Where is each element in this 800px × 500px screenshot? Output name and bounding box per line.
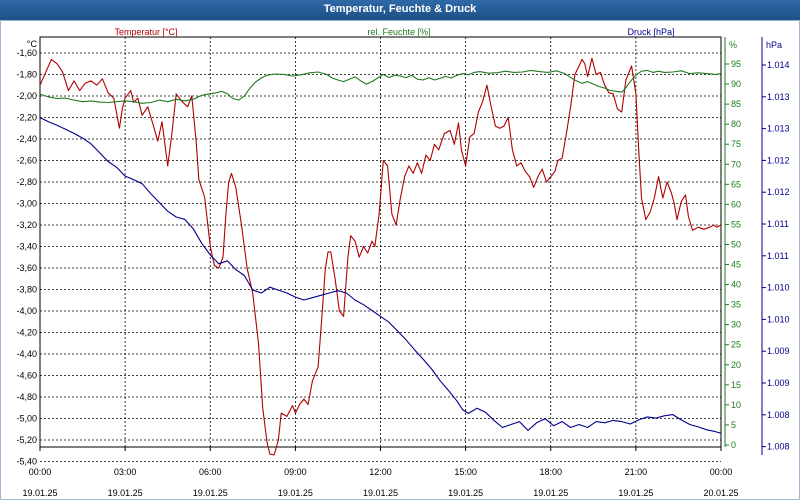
x-tick-time: 15:00	[454, 467, 477, 477]
temp-unit-label: °C	[27, 39, 38, 49]
pressure-tick-label: 1.012	[767, 187, 790, 197]
x-tick-time: 00:00	[710, 467, 733, 477]
x-tick-date: 19.01.25	[108, 488, 143, 498]
pressure-tick-label: 1.011	[767, 219, 789, 229]
humidity-tick-label: 55	[731, 219, 741, 229]
humidity-tick-label: 45	[731, 260, 741, 270]
temp-tick-label: -3,00	[16, 199, 37, 209]
x-tick-time: 09:00	[284, 467, 307, 477]
x-tick-date: 19.01.25	[278, 488, 313, 498]
x-tick-time: 21:00	[625, 467, 648, 477]
pressure-tick-label: 1.014	[767, 60, 790, 70]
humidity-unit-label: %	[729, 40, 737, 50]
temp-tick-label: -3,60	[16, 263, 37, 273]
humidity-tick-label: 90	[731, 79, 741, 89]
temp-tick-label: -4,60	[16, 371, 37, 381]
pressure-tick-label: 1.008	[767, 442, 790, 452]
humidity-tick-label: 50	[731, 239, 741, 249]
humidity-tick-label: 5	[731, 420, 736, 430]
series-line-temperature	[39, 57, 722, 456]
x-tick-date: 19.01.25	[448, 488, 483, 498]
temp-tick-label: -2,40	[16, 134, 37, 144]
window-title: Temperatur, Feuchte & Druck	[0, 0, 800, 20]
temp-tick-label: -2,20	[16, 113, 37, 123]
temp-tick-label: -1,80	[16, 70, 37, 80]
x-tick-time: 06:00	[199, 467, 222, 477]
pressure-tick-label: 1.012	[767, 155, 790, 165]
x-tick-date: 19.01.25	[533, 488, 568, 498]
humidity-tick-label: 60	[731, 199, 741, 209]
temp-tick-label: -4,20	[16, 328, 37, 338]
humidity-tick-label: 35	[731, 300, 741, 310]
pressure-tick-label: 1.010	[767, 283, 790, 293]
pressure-tick-label: 1.009	[767, 346, 790, 356]
humidity-tick-label: 20	[731, 360, 741, 370]
temp-tick-label: -3,20	[16, 220, 37, 230]
pressure-tick-label: 1.010	[767, 314, 790, 324]
temp-tick-label: -3,80	[16, 285, 37, 295]
temp-tick-label: -5,20	[16, 435, 37, 445]
x-tick-date: 19.01.25	[22, 488, 57, 498]
humidity-tick-label: 25	[731, 340, 741, 350]
temp-axis-title: Temperatur [°C]	[114, 27, 177, 37]
temp-tick-label: -4,80	[16, 392, 37, 402]
x-tick-time: 03:00	[114, 467, 137, 477]
temp-tick-label: -2,60	[16, 156, 37, 166]
temp-tick-label: -5,00	[16, 414, 37, 424]
humidity-tick-label: 65	[731, 179, 741, 189]
humidity-tick-label: 30	[731, 320, 741, 330]
pressure-unit-label: hPa	[766, 40, 782, 50]
temp-tick-label: -5,40	[16, 457, 37, 467]
x-tick-date: 19.01.25	[363, 488, 398, 498]
humidity-tick-label: 80	[731, 119, 741, 129]
temp-tick-label: -2,00	[16, 91, 37, 101]
x-tick-date: 19.01.25	[618, 488, 653, 498]
pressure-tick-label: 1.013	[767, 124, 790, 134]
chart: -1,60 -1,80 -2,00 -2,20 -2,40 -2,60 -2,80 -3,00…	[16, 27, 790, 498]
temp-tick-label: -1,60	[16, 48, 37, 58]
humidity-axis-title: rel. Feuchte [%]	[367, 27, 430, 37]
x-tick-time: 00:00	[29, 467, 52, 477]
temp-tick-label: -3,40	[16, 242, 37, 252]
humidity-tick-label: 0	[731, 440, 736, 450]
chart-frame: -1,60 -1,80 -2,00 -2,20 -2,40 -2,60 -2,80 -3,00…	[0, 20, 800, 500]
humidity-tick-label: 75	[731, 139, 741, 149]
x-tick-date: 20.01.25	[703, 488, 738, 498]
pressure-tick-label: 1.013	[767, 92, 790, 102]
humidity-tick-label: 15	[731, 380, 741, 390]
x-tick-time: 18:00	[539, 467, 562, 477]
x-tick-time: 12:00	[369, 467, 392, 477]
humidity-tick-label: 95	[731, 59, 741, 69]
humidity-tick-label: 85	[731, 99, 741, 109]
humidity-tick-label: 40	[731, 280, 741, 290]
temp-tick-label: -2,80	[16, 177, 37, 187]
humidity-tick-label: 70	[731, 159, 741, 169]
temp-tick-label: -4,40	[16, 349, 37, 359]
pressure-tick-label: 1.011	[767, 251, 789, 261]
temp-tick-label: -4,00	[16, 306, 37, 316]
series-line-pressure	[39, 117, 722, 434]
humidity-tick-label: 10	[731, 400, 741, 410]
pressure-axis-title: Druck [hPa]	[627, 27, 674, 37]
pressure-tick-label: 1.009	[767, 378, 790, 388]
x-tick-date: 19.01.25	[193, 488, 228, 498]
series-line-humidity	[39, 69, 722, 104]
pressure-tick-label: 1.008	[767, 410, 790, 420]
